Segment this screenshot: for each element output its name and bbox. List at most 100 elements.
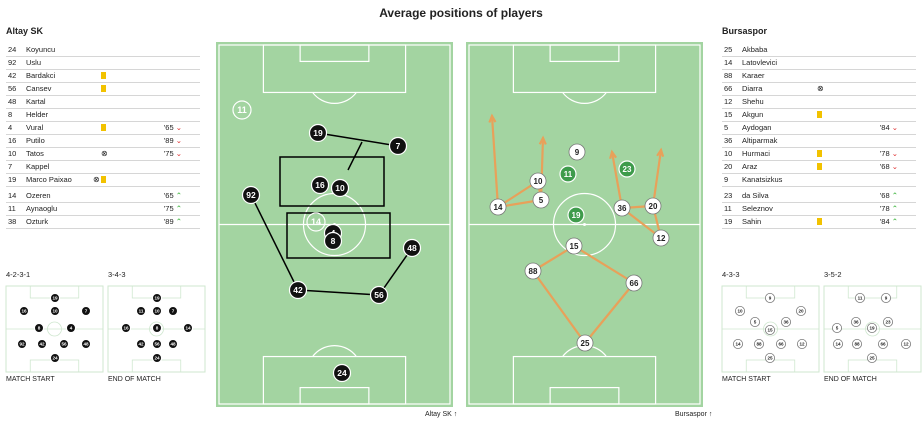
player-marker: 42 bbox=[135, 338, 147, 350]
player-circle bbox=[80, 338, 92, 350]
roster-row: 19 Sahin '84 ⌃ bbox=[722, 216, 916, 229]
yellow-card-icon bbox=[817, 150, 822, 157]
roster-row: 16 Putilo '89 ⌄ bbox=[6, 135, 200, 148]
penalty-arc-top bbox=[562, 92, 607, 104]
roster-row: 10 Hurmaci '78 ⌄ bbox=[722, 148, 916, 161]
player-name: Tatos bbox=[26, 149, 44, 158]
sub-minute: '65 bbox=[163, 191, 174, 200]
player-number: 14 bbox=[185, 326, 191, 331]
pair-box bbox=[279, 156, 385, 207]
player-name: Putilo bbox=[26, 136, 45, 145]
player-marker: 92 bbox=[241, 185, 261, 205]
player-marker: 25 bbox=[765, 352, 776, 363]
player-number: 66 bbox=[630, 279, 639, 288]
player-circle bbox=[369, 285, 389, 305]
player-number: 11 bbox=[237, 105, 247, 115]
arrow-head bbox=[609, 149, 617, 160]
player-circle bbox=[151, 338, 163, 350]
player-circle bbox=[167, 305, 179, 317]
player-name: Aynaoglu bbox=[26, 204, 58, 213]
player-circle bbox=[883, 316, 894, 327]
player-circle bbox=[796, 305, 807, 316]
player-number: 48 bbox=[407, 243, 417, 253]
player-number: 48 bbox=[83, 342, 89, 347]
player-name: Karaer bbox=[742, 71, 765, 80]
player-circle bbox=[832, 322, 843, 333]
roster-row: 66 Diarra ⊗ bbox=[722, 83, 916, 96]
player-number: 24 bbox=[8, 45, 17, 54]
player-number: 88 bbox=[854, 342, 860, 347]
substitution-time: '68 ⌄ bbox=[880, 161, 898, 172]
player-circle bbox=[735, 305, 746, 316]
player-number: 9 bbox=[885, 296, 888, 301]
caption-start-home: MATCH START bbox=[6, 376, 55, 383]
player-number: 10 bbox=[724, 149, 733, 158]
link-line bbox=[250, 194, 299, 291]
player-marker: 19 bbox=[49, 292, 61, 304]
movement-arrow bbox=[610, 150, 624, 210]
subs-away: 23 da Silva '68 ⌃ 11 Seleznov '78 ⌃ 19 Sahin '84… bbox=[722, 190, 916, 229]
roster-row: 24 Koyuncu bbox=[6, 44, 200, 57]
sub-in-icon: ⌃ bbox=[889, 191, 898, 200]
player-circle bbox=[288, 280, 308, 300]
player-circle bbox=[135, 305, 147, 317]
player-circle bbox=[765, 292, 776, 303]
player-number: 11 bbox=[858, 296, 863, 301]
roster-row: 25 Akbaba bbox=[722, 44, 916, 57]
player-number: 16 bbox=[21, 309, 27, 314]
centre-spot bbox=[583, 223, 586, 226]
roster-row: 8 Helder bbox=[6, 109, 200, 122]
player-name: Latovlevici bbox=[742, 58, 778, 67]
player-number: 56 bbox=[61, 342, 67, 347]
player-marker: 66 bbox=[776, 338, 787, 349]
mini-formation-away-start: 9 10 20 5 36 15 14 88 66 12 25 bbox=[721, 285, 820, 373]
player-number: 16 bbox=[315, 180, 325, 190]
player-marker: 11 bbox=[232, 100, 252, 120]
player-number: 11 bbox=[139, 309, 144, 314]
player-circle bbox=[765, 352, 776, 363]
player-circle bbox=[613, 199, 631, 217]
player-circle bbox=[310, 175, 330, 195]
player-number: 24 bbox=[154, 356, 160, 361]
mini-centre bbox=[763, 321, 778, 337]
player-marker: 9 bbox=[765, 292, 776, 303]
player-number: 9 bbox=[769, 296, 772, 301]
player-name: Ozturk bbox=[26, 217, 49, 226]
player-circle bbox=[881, 292, 892, 303]
player-marker: 9 bbox=[881, 292, 892, 303]
link-line bbox=[572, 244, 636, 285]
roster-row: 23 da Silva '68 ⌃ bbox=[722, 190, 916, 203]
player-circle bbox=[151, 352, 163, 364]
player-number: 8 bbox=[156, 326, 159, 331]
link-line bbox=[531, 269, 587, 345]
roster-row: 11 Seleznov '78 ⌃ bbox=[722, 203, 916, 216]
player-circle bbox=[36, 338, 48, 350]
link-line bbox=[583, 281, 636, 345]
player-marker: 14 bbox=[182, 322, 194, 334]
roster-row: 10 Tatos ⊗ '75 ⌄ bbox=[6, 148, 200, 161]
player-marker: 36 bbox=[613, 199, 631, 217]
player-marker: 36 bbox=[781, 316, 792, 327]
player-number: 14 bbox=[724, 58, 733, 67]
sub-in-icon: ⌃ bbox=[173, 191, 182, 200]
player-number: 12 bbox=[724, 97, 733, 106]
roster-away: 25 Akbaba 14 Latovlevici 88 Karaer 66 Diarra ⊗ 12… bbox=[722, 44, 916, 187]
player-number: 23 bbox=[724, 191, 733, 200]
formation-end-away: 3-5-2 bbox=[824, 270, 842, 279]
away-players: 9 10 11 23 14 5 36 20 19 12 15 88 66 25 bbox=[488, 113, 670, 352]
player-marker: 5 bbox=[750, 316, 761, 327]
player-marker: 5 bbox=[832, 322, 843, 333]
substitution-time: '78 ⌃ bbox=[880, 203, 898, 214]
pitch-label-away: Bursaspor ↑ bbox=[675, 411, 713, 418]
player-number: 14 bbox=[311, 217, 321, 227]
pitch-label-home: Altay SK ↑ bbox=[425, 411, 458, 418]
player-number: 66 bbox=[778, 342, 784, 347]
caption-start-away: MATCH START bbox=[722, 376, 771, 383]
player-name: Bardakci bbox=[26, 71, 56, 80]
player-marker: 19 bbox=[151, 292, 163, 304]
player-circle bbox=[733, 338, 744, 349]
player-number: 15 bbox=[724, 110, 733, 119]
yellow-card-icon bbox=[101, 124, 106, 131]
home-players: 11197161092144848425624 bbox=[232, 100, 422, 383]
player-marker: 14 bbox=[733, 338, 744, 349]
